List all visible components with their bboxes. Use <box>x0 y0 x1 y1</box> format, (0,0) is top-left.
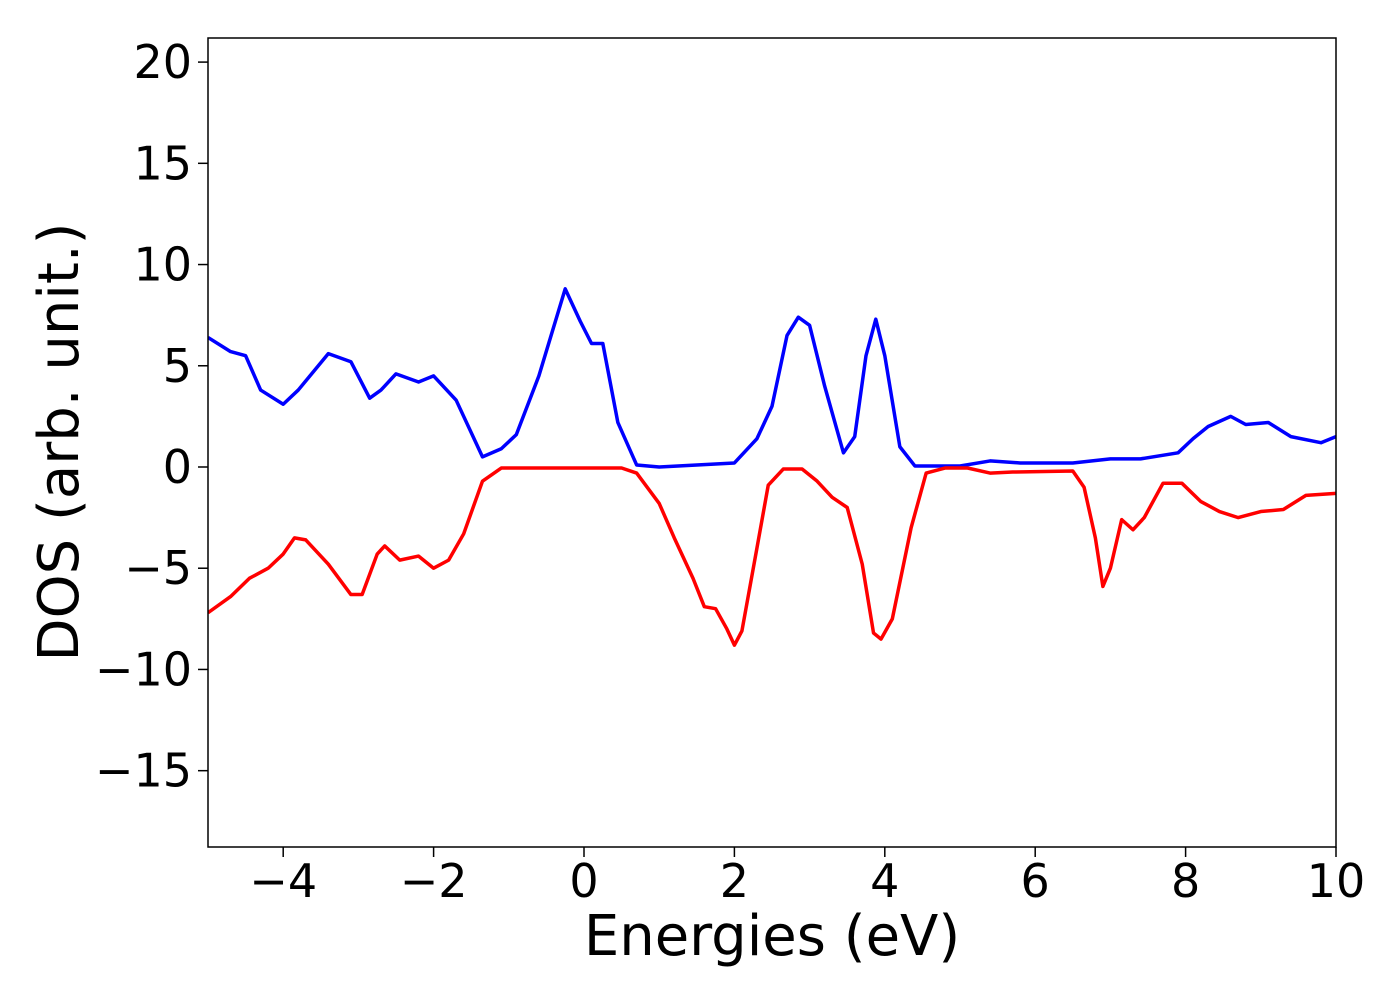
y-tick-label: 15 <box>133 136 192 190</box>
x-tick-label: 10 <box>1307 854 1366 908</box>
line-series <box>208 287 1336 469</box>
y-axis-label: DOS (arb. unit.) <box>27 222 92 661</box>
y-tick-label: 5 <box>163 339 192 393</box>
x-tick-label: 2 <box>720 854 749 908</box>
plot-frame <box>207 37 1337 848</box>
y-tick-label: −10 <box>95 642 192 696</box>
y-tick-label: 0 <box>163 440 192 494</box>
x-tick-label: −4 <box>249 854 317 908</box>
x-axis-label: Energies (eV) <box>584 904 960 969</box>
x-tick-label: 4 <box>870 854 899 908</box>
y-tick-label: −15 <box>95 744 192 798</box>
x-tick-label: 0 <box>569 854 598 908</box>
x-tick-label: 6 <box>1021 854 1050 908</box>
y-tick-label: 10 <box>133 238 192 292</box>
y-tick-label: 20 <box>133 35 192 89</box>
x-tick-label: 8 <box>1171 854 1200 908</box>
line-series <box>208 466 1336 647</box>
y-tick-label: −5 <box>124 541 192 595</box>
x-tick-label: −2 <box>400 854 468 908</box>
